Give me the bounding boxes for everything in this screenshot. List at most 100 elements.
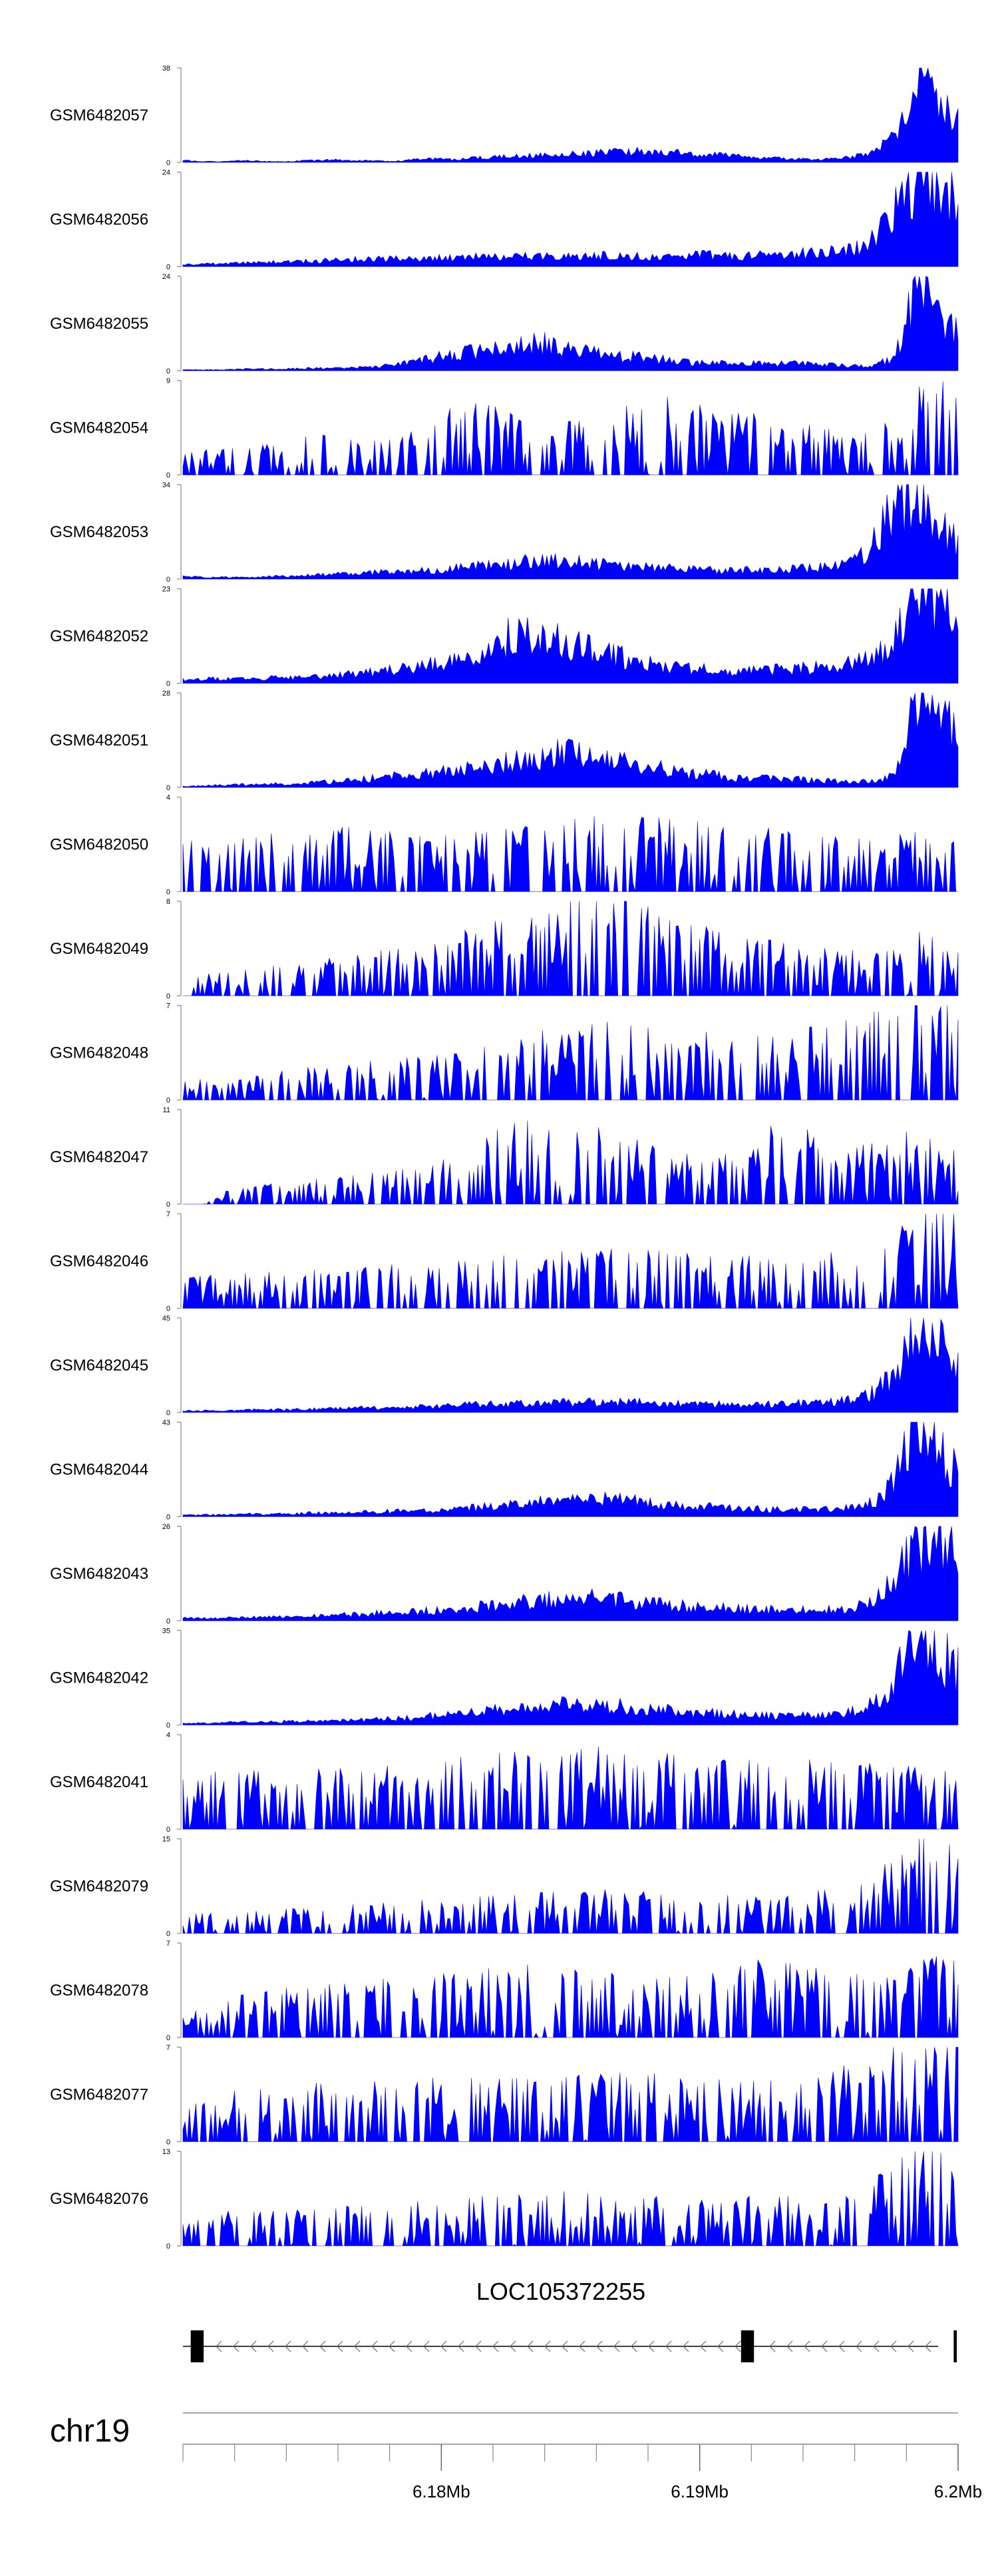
track-label: GSM6482046 xyxy=(50,1253,148,1271)
strand-chevron xyxy=(354,2340,361,2352)
track-ymin-label: 0 xyxy=(166,889,170,897)
coverage-area xyxy=(182,1956,959,2038)
coverage-area xyxy=(182,2151,959,2247)
track-GSM6482078: GSM6482078 7 0 xyxy=(50,1940,959,2042)
gene-exon xyxy=(741,2330,754,2362)
track-ymin-label: 0 xyxy=(166,1722,170,1730)
strand-chevron xyxy=(648,2340,655,2352)
track-label: GSM6482044 xyxy=(50,1461,148,1479)
coverage-area xyxy=(182,1317,959,1413)
strand-chevron xyxy=(216,2340,222,2352)
strand-chevron xyxy=(319,2340,326,2352)
gene-label: LOC105372255 xyxy=(476,2278,645,2305)
coverage-area xyxy=(182,692,959,788)
track-ymax-label: 34 xyxy=(162,481,170,489)
track-GSM6482048: GSM6482048 7 0 xyxy=(50,1002,959,1105)
axis-tick-label: 6.18Mb xyxy=(413,2481,470,2501)
coverage-area xyxy=(182,381,959,476)
strand-chevron xyxy=(579,2340,585,2352)
track-GSM6482042: GSM6482042 35 0 xyxy=(50,1627,959,1730)
strand-chevron xyxy=(735,2340,741,2352)
track-ymax-label: 7 xyxy=(166,2044,170,2052)
track-label: GSM6482048 xyxy=(50,1044,148,1062)
track-GSM6482051: GSM6482051 28 0 xyxy=(50,690,959,792)
track-ymin-label: 0 xyxy=(166,784,170,792)
strand-chevron xyxy=(908,2340,914,2352)
track-label: GSM6482056 xyxy=(50,211,148,229)
coverage-area xyxy=(182,1630,959,1725)
track-ymin-label: 0 xyxy=(166,1305,170,1313)
track-ymax-label: 7 xyxy=(166,1002,170,1010)
track-ymin-label: 0 xyxy=(166,2243,170,2251)
track-ymin-label: 0 xyxy=(166,1201,170,1209)
track-ymax-label: 7 xyxy=(166,1940,170,1948)
track-ymin-label: 0 xyxy=(166,159,170,167)
chromosome-label: chr19 xyxy=(50,2414,130,2449)
track-label: GSM6482053 xyxy=(50,523,148,541)
track-ymin-label: 0 xyxy=(166,576,170,584)
gene-track: LOC105372255 xyxy=(183,2278,957,2362)
track-ymin-label: 0 xyxy=(166,1930,170,1938)
track-ymax-label: 4 xyxy=(166,1731,170,1739)
strand-chevron xyxy=(250,2340,257,2352)
track-label: GSM6482077 xyxy=(50,2086,148,2104)
track-ymax-label: 15 xyxy=(162,1836,170,1844)
track-label: GSM6482042 xyxy=(50,1669,148,1687)
track-label: GSM6482051 xyxy=(50,732,148,750)
track-GSM6482057: GSM6482057 38 0 xyxy=(50,65,959,167)
strand-chevron xyxy=(544,2340,551,2352)
track-ymin-label: 0 xyxy=(166,472,170,480)
strand-chevron xyxy=(423,2340,430,2352)
coverage-area xyxy=(182,172,959,267)
track-GSM6482047: GSM6482047 11 0 xyxy=(50,1106,959,1209)
coverage-area xyxy=(183,1120,959,1205)
track-ymax-label: 38 xyxy=(162,65,170,73)
track-ymax-label: 23 xyxy=(162,586,170,594)
strand-chevron xyxy=(717,2340,724,2352)
strand-chevron xyxy=(389,2340,395,2352)
track-ymax-label: 26 xyxy=(162,1523,170,1531)
coverage-area xyxy=(182,484,959,580)
strand-chevron xyxy=(371,2340,378,2352)
track-GSM6482054: GSM6482054 9 0 xyxy=(50,377,959,480)
track-GSM6482077: GSM6482077 7 0 xyxy=(50,2044,959,2147)
strand-chevron xyxy=(804,2340,810,2352)
coverage-area xyxy=(182,1005,959,1101)
track-ymax-label: 24 xyxy=(162,273,170,281)
track-ymax-label: 8 xyxy=(166,898,170,906)
strand-chevron xyxy=(475,2340,482,2352)
track-ymax-label: 35 xyxy=(162,1627,170,1635)
track-ymin-label: 0 xyxy=(166,2034,170,2042)
track-GSM6482050: GSM6482050 4 0 xyxy=(50,794,958,897)
strand-chevron xyxy=(458,2340,464,2352)
track-label: GSM6482050 xyxy=(50,836,148,854)
coverage-area xyxy=(182,1213,959,1309)
track-label: GSM6482078 xyxy=(50,1982,148,2000)
track-ymin-label: 0 xyxy=(166,367,170,375)
track-label: GSM6482041 xyxy=(50,1773,148,1791)
track-ymin-label: 0 xyxy=(166,680,170,688)
track-ymax-label: 28 xyxy=(162,690,170,698)
coverage-area xyxy=(182,1526,959,1621)
strand-chevron xyxy=(769,2340,776,2352)
strand-chevron xyxy=(873,2340,880,2352)
coverage-area xyxy=(182,1838,959,1934)
axis-ticks: 6.18Mb 6.19Mb 6.2Mb xyxy=(182,2444,982,2501)
track-ymax-label: 13 xyxy=(162,2148,170,2156)
track-ymax-label: 4 xyxy=(166,794,170,802)
strand-chevron xyxy=(683,2340,689,2352)
track-ymin-label: 0 xyxy=(166,1617,170,1625)
gene-exons xyxy=(190,2330,957,2362)
strand-chevron xyxy=(406,2340,413,2352)
coverage-area xyxy=(182,2047,959,2143)
track-ymin-label: 0 xyxy=(166,2139,170,2147)
track-ymin-label: 0 xyxy=(166,1826,170,1834)
track-ymax-label: 9 xyxy=(166,377,170,385)
strand-chevron xyxy=(856,2340,862,2352)
track-GSM6482056: GSM6482056 24 0 xyxy=(50,169,959,272)
track-ymax-label: 7 xyxy=(166,1211,170,1219)
track-ymax-label: 45 xyxy=(162,1315,170,1323)
track-GSM6482053: GSM6482053 34 0 xyxy=(50,481,959,584)
gene-exon xyxy=(190,2330,204,2362)
